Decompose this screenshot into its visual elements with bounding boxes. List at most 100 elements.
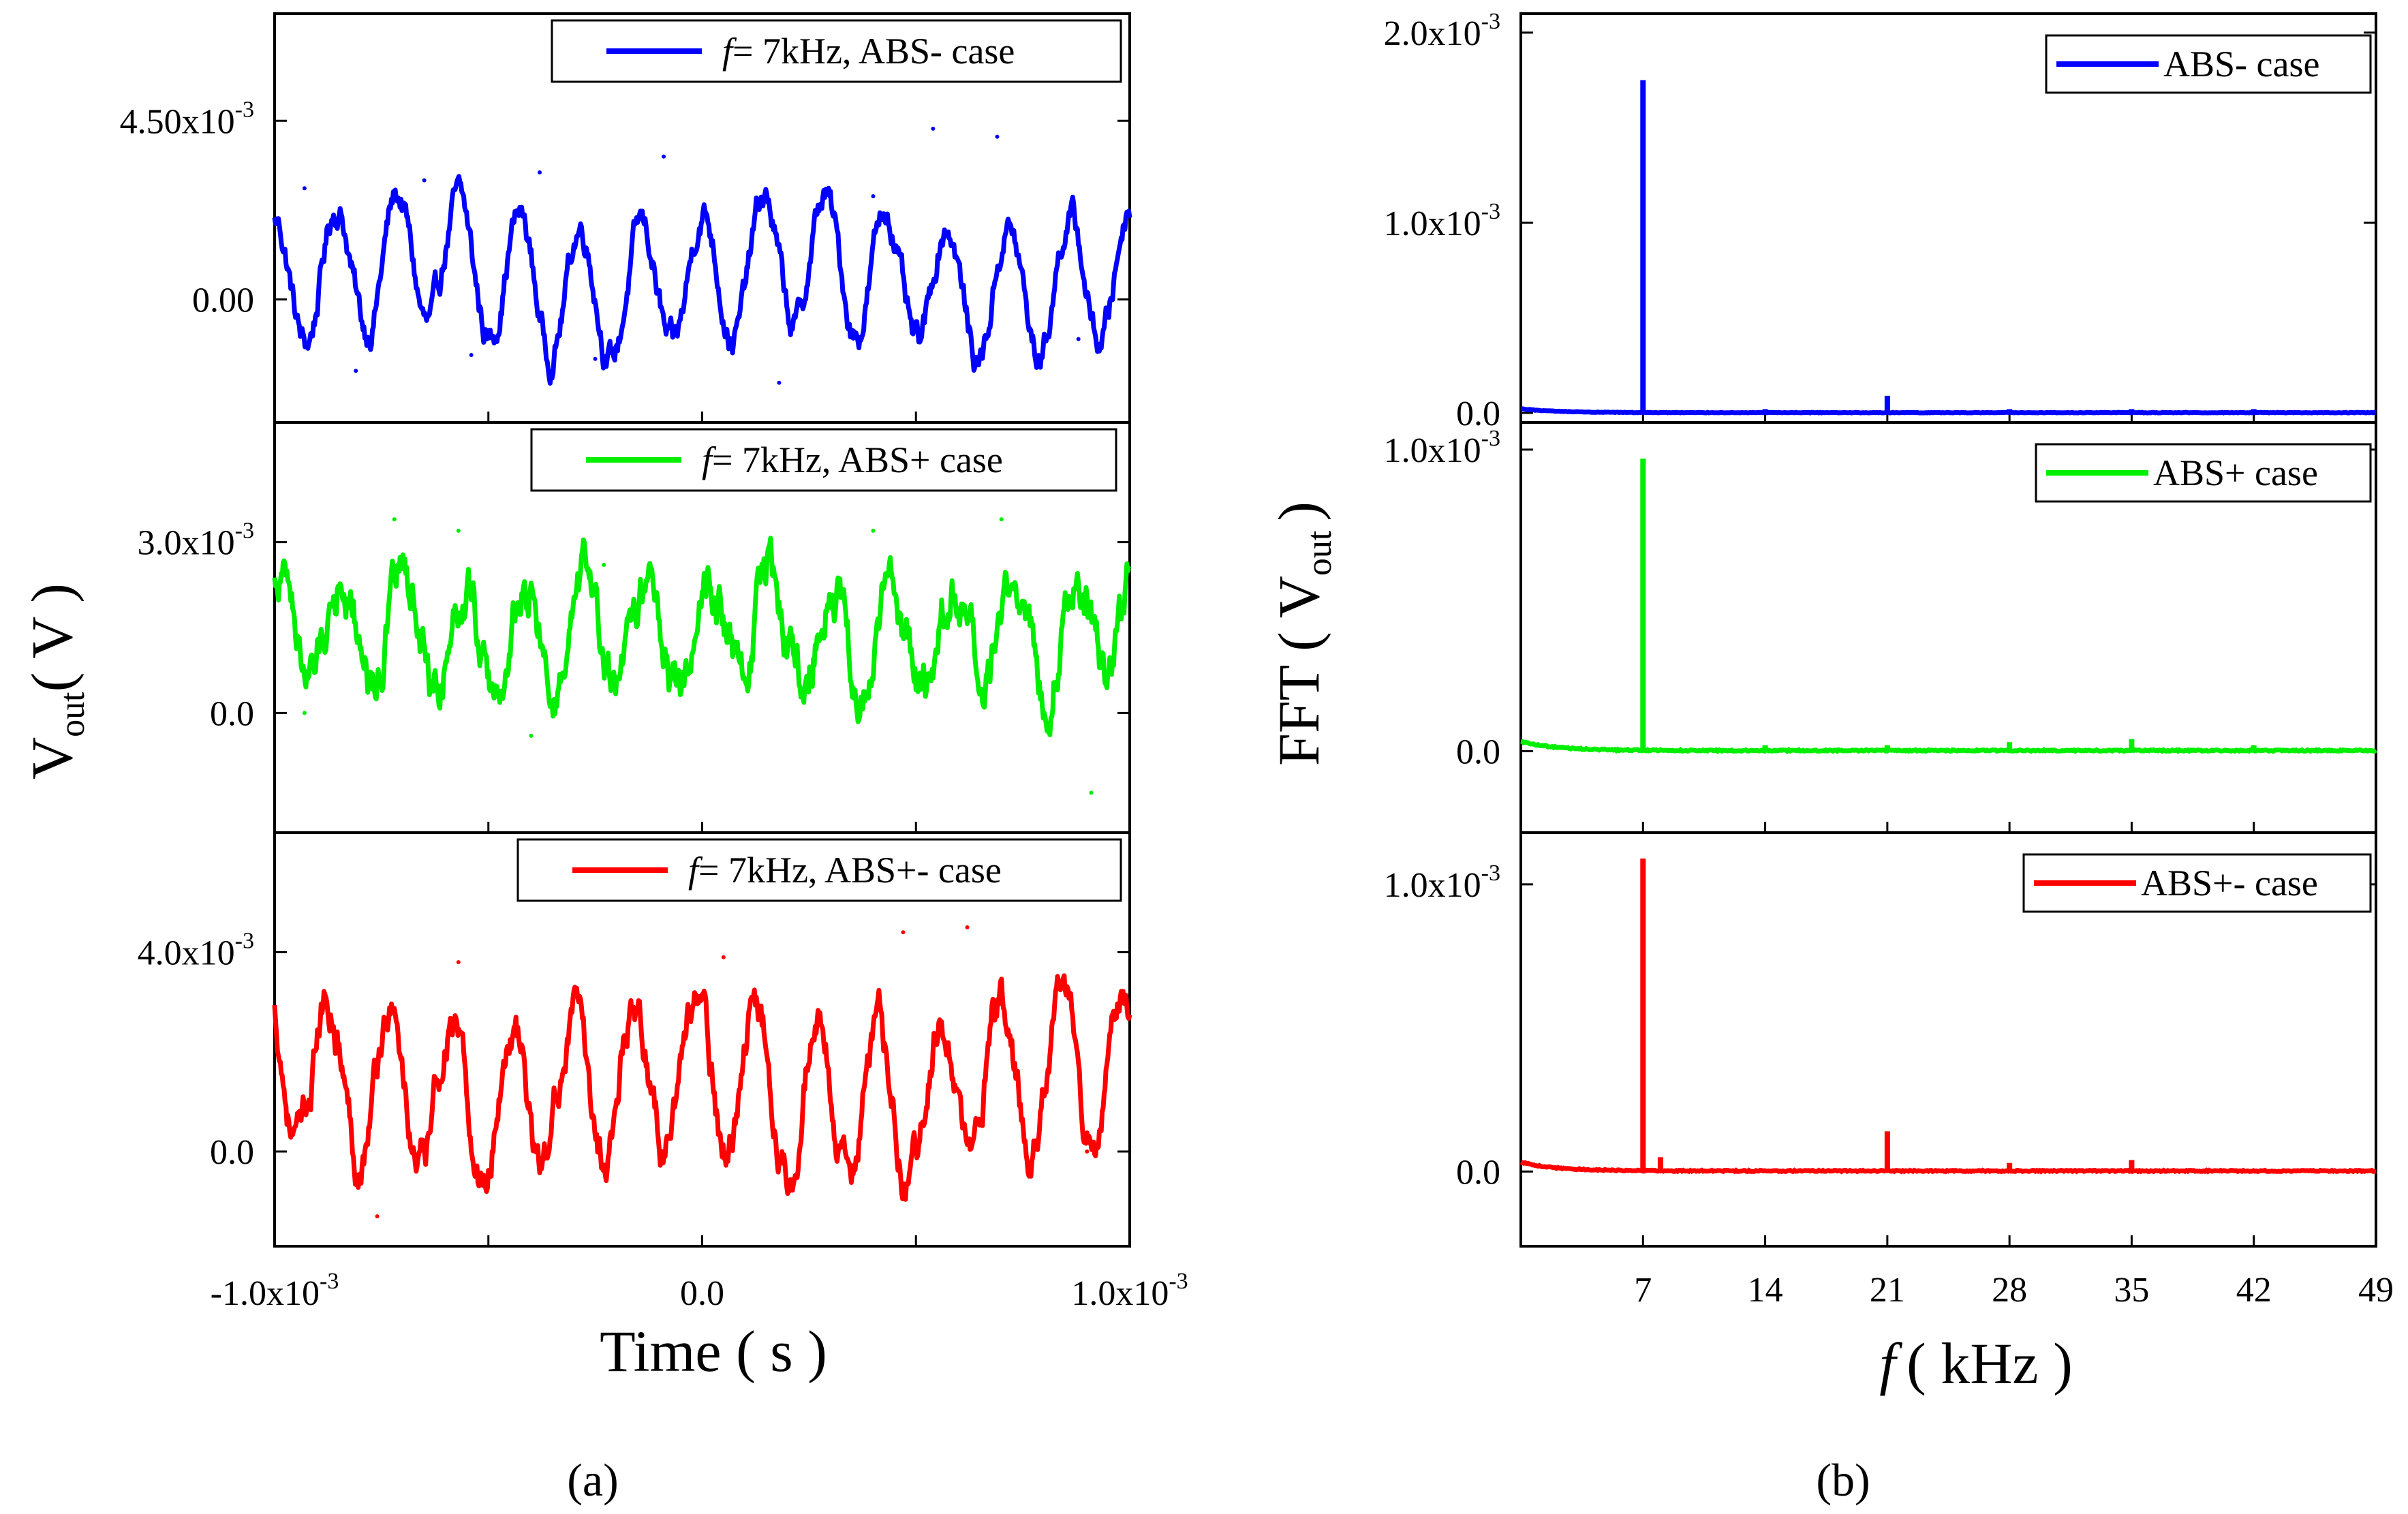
y-tick-label: 1.0x10-3 <box>1384 861 1500 905</box>
tick-base: 0.0 <box>680 1274 724 1313</box>
tick-exponent: -3 <box>235 929 254 954</box>
legend-text-part: ABS+ case <box>2153 452 2318 493</box>
tick-base: 14 <box>1748 1271 1783 1310</box>
y-tick-label: 3.0x10-3 <box>138 519 254 563</box>
legend-label: f= 7kHz, ABS- case <box>722 31 1015 72</box>
legend: f= 7kHz, ABS+- case <box>516 838 1122 902</box>
data-point <box>456 960 461 965</box>
legend-label: ABS- case <box>2163 44 2319 84</box>
legend-label: f= 7kHz, ABS+ case <box>702 439 1003 480</box>
tick-exponent: -3 <box>320 1269 339 1294</box>
data-point <box>302 711 307 715</box>
legend-text-part: ABS- case <box>2163 44 2319 84</box>
data-point <box>1076 337 1081 341</box>
tick-exponent: -3 <box>235 97 254 122</box>
y-axis-title-unit: ( V ) <box>19 583 84 692</box>
time-subplot-1: 0.00 4.50x10-3 f= 7kHz, ABS- case <box>120 12 1132 424</box>
series-line <box>272 536 1132 737</box>
y-tick-label: 4.0x10-3 <box>138 929 254 973</box>
time-subplot-3: 0.0 4.0x10-3 f= 7kHz, ABS+- case <box>138 831 1132 1248</box>
data-point <box>871 528 876 533</box>
series-line <box>272 973 1132 1202</box>
tick-base: 0.0 <box>210 1133 254 1172</box>
x-tick-label: 42 <box>2236 1271 2272 1310</box>
tick-exponent: -3 <box>1481 426 1500 451</box>
y-tick-label: 0.00 <box>192 281 254 320</box>
tick-base: 1.0x10 <box>1384 431 1481 470</box>
data-point <box>302 186 307 191</box>
fft-subplot-2: 0.0 1.0x10-3 ABS+ case <box>1384 421 2378 834</box>
legend: ABS+- case <box>2022 853 2372 913</box>
spectrum-line <box>1520 739 2378 755</box>
data-point <box>965 925 970 929</box>
data-point <box>375 1214 380 1219</box>
tick-exponent: -3 <box>1481 199 1500 224</box>
y-tick-label: 0.0 <box>1456 395 1500 433</box>
data-point <box>999 517 1004 522</box>
tick-base: 0.0 <box>1456 395 1500 433</box>
data-point <box>392 517 397 522</box>
tick-base: 3.0x10 <box>138 524 235 563</box>
x-tick-label: 0.0 <box>680 1274 724 1313</box>
data-point <box>602 563 606 568</box>
caption-text: (a) <box>567 1454 618 1506</box>
x-tick-label: 49 <box>2358 1271 2394 1310</box>
legend-text-part: = 7kHz, ABS+ case <box>712 439 1003 480</box>
tick-base: 4.50x10 <box>120 102 235 141</box>
tick-base: 49 <box>2358 1271 2394 1310</box>
x-axis-title: f( kHz ) <box>1879 1331 2072 1396</box>
y-tick-label: 0.0 <box>1456 1153 1500 1192</box>
data-point <box>422 178 427 183</box>
tick-base: 28 <box>1992 1271 2027 1310</box>
x-axis-title-italic: f <box>1879 1331 1902 1396</box>
y-tick-label: 4.50x10-3 <box>120 97 254 141</box>
x-axis-title-text: ( kHz ) <box>1907 1331 2073 1396</box>
tick-base: -1.0x10 <box>211 1274 320 1313</box>
caption-a: (a) <box>567 1454 618 1506</box>
tick-base: 7 <box>1634 1271 1652 1310</box>
x-tick-label: -1.0x10-3 <box>211 1269 339 1313</box>
series-line <box>272 174 1132 386</box>
data-point <box>538 170 542 175</box>
spectrum-line <box>1521 406 2377 416</box>
legend: ABS- case <box>2045 34 2372 94</box>
x-tick-label: 14 <box>1748 1271 1783 1310</box>
tick-base: 0.0 <box>1456 732 1500 771</box>
x-tick-label: 1.0x10-3 <box>1071 1269 1188 1313</box>
y-axis-title-sub: out <box>53 692 92 737</box>
y-axis-title-close: ) <box>1266 501 1331 521</box>
tick-base: 35 <box>2114 1271 2149 1310</box>
legend: f= 7kHz, ABS- case <box>551 19 1122 83</box>
plot-frame <box>1519 831 2377 1248</box>
y-axis-title-sub: out <box>1300 530 1339 576</box>
fft-subplot-3: 0.0 1.0x10-3 ABS+- case <box>1384 831 2377 1248</box>
data-point <box>354 369 358 373</box>
tick-base: 4.0x10 <box>138 934 235 973</box>
x-axis-title-text: Time ( s ) <box>600 1318 827 1384</box>
data-point <box>529 733 534 738</box>
tick-base: 0.0 <box>1456 1153 1500 1192</box>
tick-base: 21 <box>1870 1271 1905 1310</box>
x-tick-label: 28 <box>1992 1271 2027 1310</box>
y-axis-title-text: FFT ( V <box>1266 576 1331 766</box>
legend: ABS+ case <box>2035 443 2372 503</box>
tick-exponent: -3 <box>1169 1269 1188 1294</box>
tick-base: 1.0x10 <box>1071 1274 1169 1313</box>
legend: f= 7kHz, ABS+ case <box>530 428 1117 492</box>
tick-base: 0.0 <box>210 694 254 733</box>
tick-exponent: -3 <box>235 519 254 544</box>
y-tick-label: 1.0x10-3 <box>1384 426 1500 470</box>
caption-b: (b) <box>1816 1454 1870 1506</box>
tick-base: 1.0x10 <box>1384 204 1481 243</box>
panel-a: 0.004.50x10-3f= 7kHz, ABS- case0.03.0x10… <box>19 12 1188 1506</box>
data-point <box>777 380 782 385</box>
y-tick-label: 0.0 <box>1456 732 1500 771</box>
caption-text: (b) <box>1816 1454 1870 1506</box>
legend-label: f= 7kHz, ABS+- case <box>688 850 1002 891</box>
y-axis-title: FFT ( Vout) <box>1266 501 1339 766</box>
y-tick-label: 1.0x10-3 <box>1384 199 1500 243</box>
data-point <box>1089 790 1094 795</box>
